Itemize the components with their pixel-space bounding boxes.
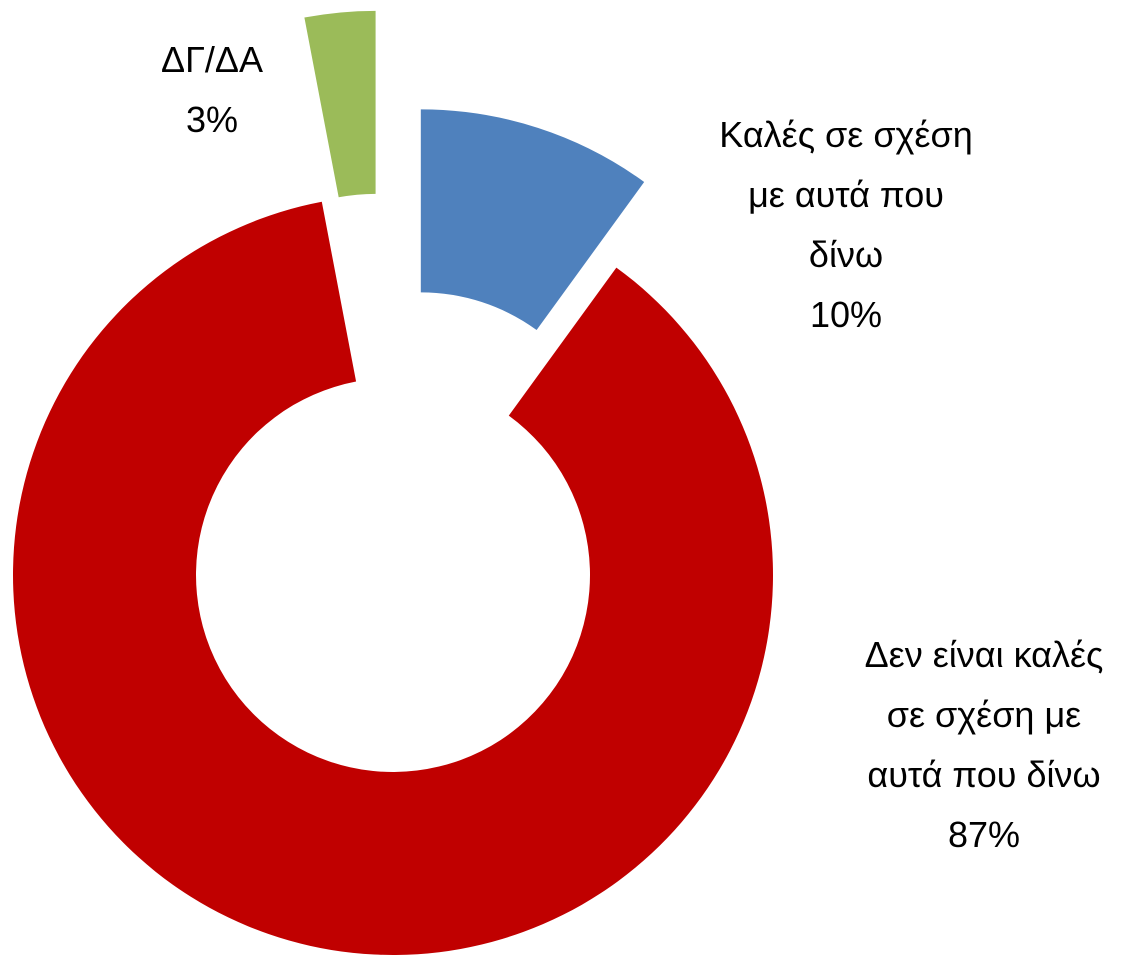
value-label: 87% [947, 814, 1021, 855]
slice-label: Καλές σε σχέση με αυτά που δίνω 10% [711, 105, 981, 345]
donut-slice [304, 10, 376, 198]
donut-slice [13, 201, 774, 956]
slice-label: ΔΓ/ΔΑ 3% [112, 30, 312, 150]
value-label: 10% [809, 294, 883, 335]
category-name: ΔΓ/ΔΑ [161, 39, 263, 80]
donut-slice [420, 109, 645, 331]
category-name: Καλές σε σχέση με αυτά που δίνω [719, 114, 973, 275]
slice-label: Δεν είναι καλές σε σχέση με αυτά που δίν… [849, 625, 1119, 865]
category-name: Δεν είναι καλές σε σχέση με αυτά που δίν… [864, 634, 1104, 795]
value-label: 3% [185, 99, 239, 140]
